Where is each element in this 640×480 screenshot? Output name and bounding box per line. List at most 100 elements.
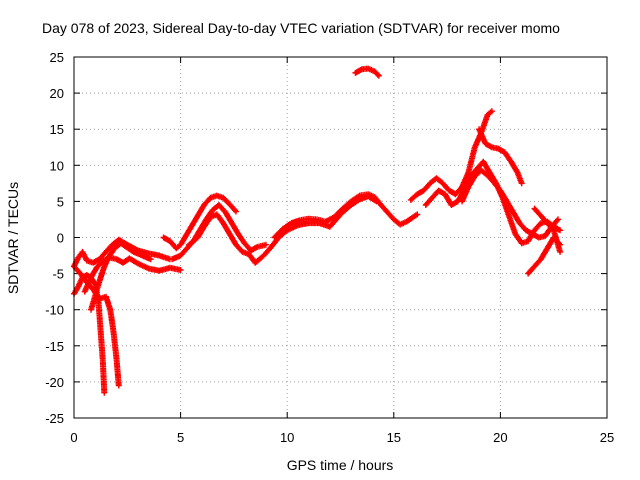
- data-point: [243, 242, 246, 245]
- data-point: [499, 189, 502, 192]
- data-point: [373, 70, 376, 73]
- data-point: [430, 196, 434, 199]
- data-point: [183, 236, 187, 239]
- data-point: [480, 169, 483, 172]
- data-point: [149, 257, 152, 261]
- data-point: [234, 243, 238, 246]
- series-arc-N: [476, 126, 525, 187]
- data-point: [367, 192, 370, 196]
- data-point: [424, 203, 427, 207]
- data-point: [136, 262, 140, 265]
- data-point: [533, 229, 536, 232]
- data-point: [328, 225, 332, 228]
- data-point: [98, 297, 101, 301]
- data-point: [83, 290, 86, 293]
- data-point: [354, 71, 357, 75]
- data-point: [115, 359, 118, 362]
- data-point: [358, 194, 361, 197]
- data-point: [179, 254, 182, 257]
- data-point: [179, 243, 182, 246]
- x-tick-label: 5: [177, 430, 184, 445]
- data-point: [409, 198, 413, 202]
- chart-title: Day 078 of 2023, Sidereal Day-to-day VTE…: [42, 20, 560, 36]
- data-point: [482, 160, 485, 163]
- y-tick-label: -25: [45, 411, 64, 426]
- data-point: [518, 221, 521, 225]
- data-point: [217, 203, 221, 207]
- data-point: [222, 221, 225, 225]
- data-point: [537, 236, 540, 239]
- x-tick-label: 15: [387, 430, 401, 445]
- data-point: [398, 223, 402, 226]
- data-point: [416, 192, 419, 196]
- data-point: [85, 259, 88, 262]
- data-point: [249, 249, 253, 252]
- data-point: [211, 208, 214, 212]
- data-point: [448, 189, 451, 192]
- y-tick-label: 10: [50, 158, 64, 173]
- data-point: [539, 221, 543, 225]
- data-point: [533, 265, 536, 268]
- data-point: [411, 216, 415, 219]
- series-markers: [407, 108, 495, 203]
- data-point: [179, 268, 182, 272]
- series-arc-J: [352, 65, 382, 79]
- y-tick-label: 5: [57, 194, 64, 209]
- data-point: [392, 218, 395, 221]
- data-point: [539, 214, 543, 218]
- data-point: [119, 242, 123, 245]
- data-point: [511, 211, 515, 214]
- y-tick-label: 20: [50, 86, 64, 101]
- data-point: [520, 242, 523, 245]
- data-point: [443, 192, 447, 196]
- x-tick-label: 0: [70, 430, 77, 445]
- data-point: [435, 177, 438, 180]
- data-point: [526, 239, 530, 243]
- data-point: [170, 257, 174, 261]
- data-point: [241, 250, 244, 254]
- series-markers: [352, 65, 382, 79]
- y-tick-label: -15: [45, 339, 64, 354]
- data-point: [126, 246, 129, 249]
- data-point: [358, 198, 361, 201]
- data-point: [552, 229, 555, 232]
- data-point: [422, 189, 425, 192]
- data-point: [168, 239, 172, 243]
- data-point: [558, 229, 562, 232]
- series-markers: [459, 167, 561, 241]
- data-point: [79, 272, 82, 275]
- data-point: [556, 218, 560, 221]
- data-point: [367, 67, 370, 70]
- data-point: [531, 232, 534, 236]
- series-arc-A: [71, 272, 108, 396]
- y-tick-label: -5: [52, 267, 64, 282]
- data-point: [341, 207, 344, 210]
- data-point: [473, 174, 477, 178]
- data-point: [196, 214, 199, 218]
- data-point: [162, 236, 165, 239]
- data-point: [273, 236, 276, 239]
- series-markers: [71, 272, 108, 396]
- series-arc-P: [531, 205, 564, 255]
- data-point: [141, 254, 144, 257]
- data-point: [158, 254, 161, 257]
- data-point: [117, 384, 120, 387]
- data-point: [296, 224, 300, 227]
- y-tick-label: 25: [50, 50, 64, 65]
- data-point: [486, 113, 489, 116]
- data-layer: [71, 65, 564, 396]
- data-point: [262, 254, 265, 257]
- data-point: [85, 273, 88, 277]
- data-point: [112, 330, 115, 333]
- data-point: [117, 238, 120, 241]
- data-point: [89, 308, 93, 311]
- data-point: [307, 217, 310, 220]
- data-point: [514, 232, 517, 236]
- y-tick-label: 0: [57, 231, 64, 246]
- data-point: [230, 221, 233, 225]
- data-point: [113, 247, 116, 250]
- plot-frame: [73, 56, 608, 419]
- series-arc-F: [160, 192, 239, 252]
- data-point: [185, 247, 189, 250]
